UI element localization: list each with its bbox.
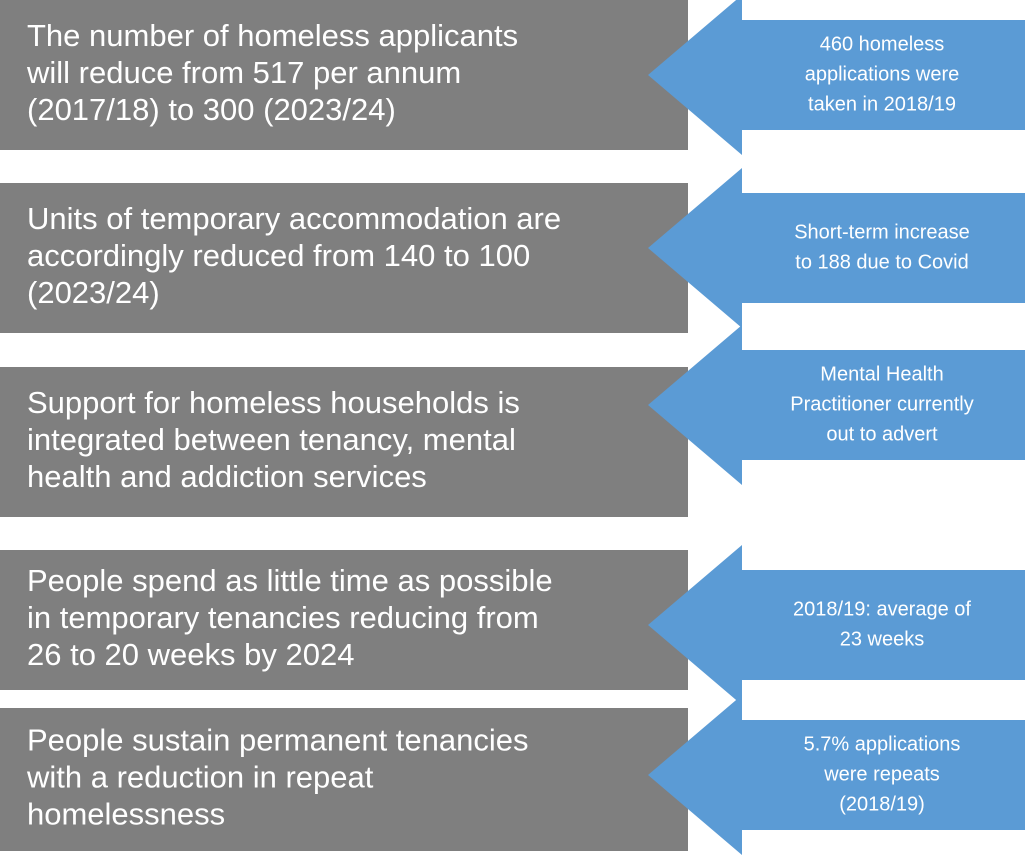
status-arrow: [648, 0, 1025, 155]
status-arrow: [648, 168, 1025, 328]
target-box: [0, 550, 688, 690]
target-text: health and addiction services: [27, 459, 427, 494]
status-text: Short-term increase: [794, 221, 970, 243]
target-text: accordingly reduced from 140 to 100: [27, 238, 530, 273]
status-text: out to advert: [826, 423, 938, 445]
target-text: People sustain permanent tenancies: [27, 723, 529, 758]
status-text: were repeats: [823, 763, 940, 785]
status-text: Practitioner currently: [790, 393, 973, 415]
status-arrow: [648, 695, 1025, 855]
target-text: (2017/18) to 300 (2023/24): [27, 92, 396, 127]
status-arrow: [648, 545, 1025, 705]
target-text: with a reduction in repeat: [26, 760, 374, 795]
target-text: homelessness: [27, 797, 225, 832]
status-text: 460 homeless: [820, 33, 945, 55]
target-text: in temporary tenancies reducing from: [27, 600, 539, 635]
target-text: will reduce from 517 per annum: [26, 55, 461, 90]
target-text: integrated between tenancy, mental: [27, 422, 516, 457]
target-text: 26 to 20 weeks by 2024: [27, 637, 354, 672]
target-text: The number of homeless applicants: [27, 18, 518, 53]
target-text: Units of temporary accommodation are: [27, 201, 561, 236]
status-text: taken in 2018/19: [808, 93, 956, 115]
status-text: 5.7% applications: [804, 733, 961, 755]
status-text: Mental Health: [820, 363, 943, 385]
status-text: (2018/19): [839, 793, 925, 815]
status-text: applications were: [805, 63, 960, 85]
target-box: [0, 0, 688, 150]
target-box: [0, 367, 688, 517]
status-arrow: [648, 325, 1025, 485]
target-box: [0, 708, 688, 851]
target-box: [0, 183, 688, 333]
status-text: to 188 due to Covid: [795, 251, 968, 273]
target-text: People spend as little time as possible: [27, 563, 553, 598]
target-text: Support for homeless households is: [27, 385, 520, 420]
status-text: 23 weeks: [840, 628, 925, 650]
status-text: 2018/19: average of: [793, 598, 971, 620]
target-text: (2023/24): [27, 275, 160, 310]
